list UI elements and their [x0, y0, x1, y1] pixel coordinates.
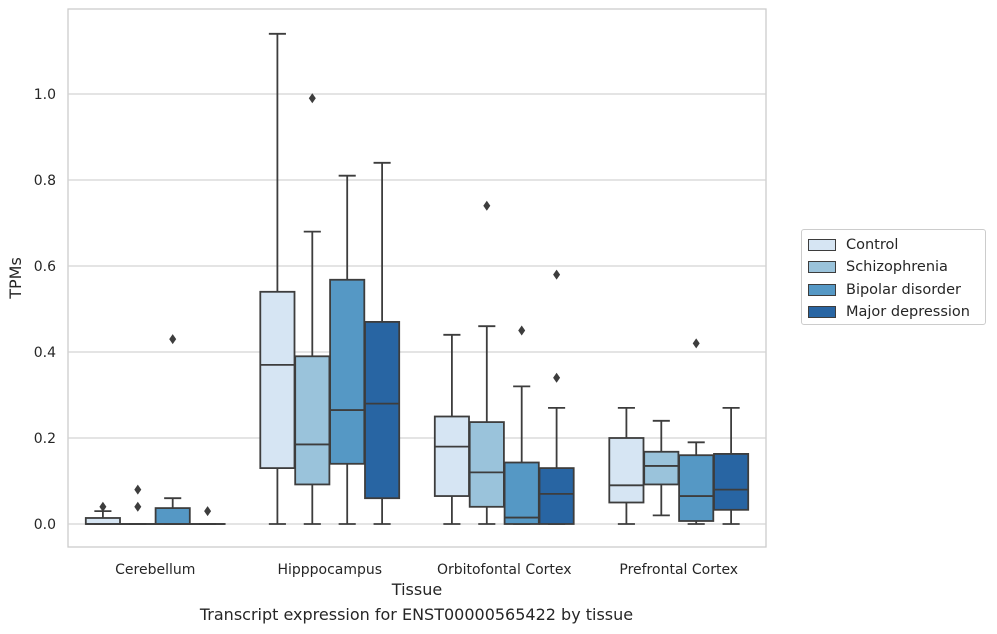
- legend-swatch-control: [808, 239, 836, 251]
- legend-label-bipolar-disorder: Bipolar disorder: [846, 282, 961, 298]
- box: [503, 325, 540, 525]
- box: [678, 338, 715, 525]
- box-body: [433, 415, 470, 497]
- outlier-point: [553, 269, 561, 280]
- box: [119, 484, 156, 525]
- y-tick-label: 0.6: [34, 259, 56, 275]
- outlier-point: [204, 506, 212, 517]
- box-body: [608, 437, 645, 504]
- box: [189, 506, 226, 525]
- legend-label-control: Control: [846, 237, 899, 253]
- legend-swatch-schizophrenia: [808, 261, 836, 273]
- outlier-point: [134, 484, 142, 495]
- legend-swatch-bipolar-disorder: [808, 284, 836, 296]
- box: [259, 32, 296, 525]
- box-body: [713, 453, 750, 511]
- x-tick-label: Orbitofontal Cortex: [437, 562, 572, 578]
- outlier-point: [99, 501, 107, 512]
- outlier-point: [483, 200, 491, 211]
- box-body: [259, 290, 296, 469]
- outlier-point: [692, 338, 700, 349]
- y-tick-label: 0.0: [34, 517, 56, 533]
- box-body: [468, 421, 505, 508]
- outlier-point: [553, 372, 561, 383]
- x-tick-label: Hipppocampus: [277, 562, 382, 578]
- figure-caption: Transcript expression for ENST0000056542…: [199, 605, 634, 624]
- box-body: [154, 507, 191, 525]
- outlier-point: [518, 325, 526, 336]
- box: [538, 269, 575, 525]
- box-body: [503, 461, 540, 525]
- box-body: [364, 320, 401, 500]
- x-tick-label: Cerebellum: [115, 562, 195, 578]
- box: [329, 174, 366, 525]
- x-tick-label: Prefrontal Cortex: [619, 562, 738, 578]
- y-tick-label: 0.8: [34, 173, 56, 189]
- box-body: [329, 278, 366, 465]
- box: [294, 93, 331, 525]
- y-tick-label: 0.2: [34, 431, 56, 447]
- box: [433, 333, 470, 525]
- box: [84, 501, 121, 525]
- box: [364, 161, 401, 525]
- box: [608, 406, 645, 525]
- box: [643, 419, 680, 517]
- legend: Control Schizophrenia Bipolar disorder M…: [801, 229, 986, 325]
- outlier-point: [308, 93, 316, 104]
- outlier-point: [169, 334, 177, 345]
- legend-item-control: Control: [808, 235, 898, 255]
- box-body: [294, 355, 331, 486]
- legend-item-schizophrenia: Schizophrenia: [808, 257, 948, 277]
- box-body: [678, 454, 715, 522]
- legend-label-major-depression: Major depression: [846, 304, 970, 320]
- x-axis-label: Tissue: [391, 580, 442, 599]
- box-series: [84, 32, 750, 525]
- box: [713, 406, 750, 525]
- box-body: [538, 467, 575, 525]
- legend-label-schizophrenia: Schizophrenia: [846, 259, 948, 275]
- legend-item-bipolar-disorder: Bipolar disorder: [808, 280, 961, 300]
- y-tick-labels: 0.0 0.2 0.4 0.6 0.8 1.0: [34, 87, 56, 533]
- x-tick-labels: Cerebellum Hipppocampus Orbitofontal Corte…: [115, 562, 738, 578]
- legend-swatch-major-depression: [808, 306, 836, 318]
- y-tick-label: 1.0: [34, 87, 56, 103]
- legend-item-major-depression: Major depression: [808, 302, 970, 322]
- box-body: [643, 450, 680, 486]
- box-body: [84, 517, 121, 525]
- box: [154, 334, 191, 525]
- outlier-point: [134, 501, 142, 512]
- y-axis-label: TPMs: [6, 257, 25, 300]
- y-tick-label: 0.4: [34, 345, 56, 361]
